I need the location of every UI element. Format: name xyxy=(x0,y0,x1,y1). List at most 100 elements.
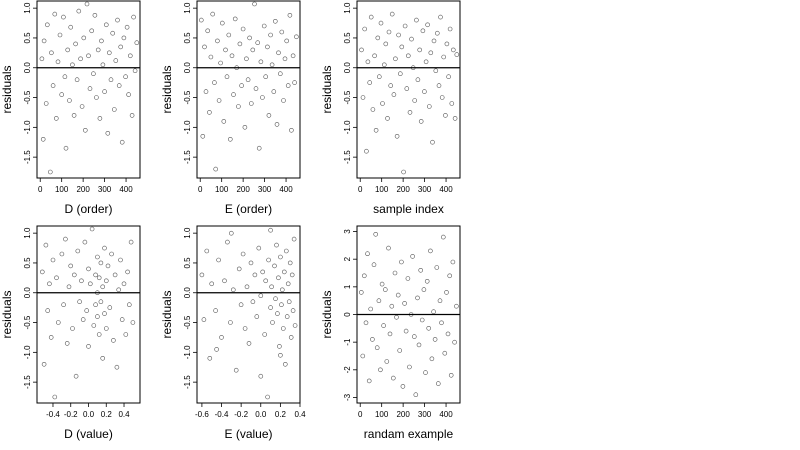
data-point xyxy=(124,24,130,30)
x-tick-label: 0.0 xyxy=(83,410,95,419)
data-point xyxy=(405,276,411,281)
data-points xyxy=(358,232,459,398)
data-point xyxy=(210,11,215,17)
data-point xyxy=(378,20,384,26)
data-point xyxy=(47,169,53,175)
y-tick-label: 0.0 xyxy=(183,287,192,299)
y-tick-label: 1.0 xyxy=(183,227,192,239)
data-point xyxy=(41,361,47,367)
data-point xyxy=(282,56,288,62)
data-point xyxy=(386,245,391,251)
data-point xyxy=(72,272,77,278)
x-tick-label: 200 xyxy=(236,185,250,194)
data-point xyxy=(231,92,236,97)
data-point xyxy=(290,53,296,59)
data-point xyxy=(420,28,426,34)
data-point xyxy=(249,101,254,106)
x-tick-label: 100 xyxy=(55,185,69,194)
data-point xyxy=(282,361,288,367)
data-point xyxy=(79,278,84,284)
y-axis-title: residuals xyxy=(0,290,14,338)
data-point xyxy=(48,335,54,340)
data-point xyxy=(279,287,285,293)
data-point xyxy=(202,44,207,50)
x-tick-label: 0.4 xyxy=(294,410,306,419)
data-point xyxy=(228,137,233,142)
x-tick-label: 400 xyxy=(279,185,293,194)
data-point xyxy=(44,22,50,28)
data-point xyxy=(292,80,297,85)
data-point xyxy=(212,80,217,85)
data-point xyxy=(43,101,49,106)
data-point xyxy=(207,110,212,115)
data-point xyxy=(86,344,91,349)
data-point xyxy=(432,337,438,342)
data-point xyxy=(83,128,88,133)
data-point xyxy=(430,139,435,145)
data-point xyxy=(284,314,290,319)
x-axis-title: sample index xyxy=(373,202,444,216)
data-point xyxy=(242,125,248,130)
data-point xyxy=(224,74,230,79)
y-axis-title: residuals xyxy=(0,65,14,113)
y-tick-label: -1.0 xyxy=(343,120,352,134)
data-point xyxy=(277,344,282,349)
data-point xyxy=(289,128,294,133)
data-point xyxy=(50,83,56,88)
data-point xyxy=(75,248,81,254)
data-point xyxy=(236,266,242,272)
data-point xyxy=(110,30,115,36)
data-point xyxy=(59,251,65,257)
data-point xyxy=(268,32,273,38)
data-point xyxy=(411,334,417,339)
data-point xyxy=(407,364,412,370)
data-point xyxy=(286,299,292,305)
data-point xyxy=(417,47,423,53)
data-point xyxy=(399,44,405,50)
data-point xyxy=(426,104,432,109)
data-point xyxy=(392,270,398,276)
data-point xyxy=(275,311,280,316)
data-point xyxy=(130,320,136,325)
data-point xyxy=(93,272,98,278)
data-point xyxy=(104,278,109,284)
data-point xyxy=(86,266,91,272)
data-point xyxy=(445,331,451,337)
x-tick-label: 200 xyxy=(396,185,410,194)
data-point xyxy=(362,26,368,32)
data-point xyxy=(402,23,408,29)
data-point xyxy=(292,323,298,328)
data-point xyxy=(54,275,59,281)
data-point xyxy=(394,134,400,139)
x-tick-label: 0 xyxy=(358,410,363,419)
data-point xyxy=(444,41,450,47)
data-point xyxy=(277,71,283,76)
data-point xyxy=(74,77,80,82)
y-tick-label: 0.5 xyxy=(183,32,192,44)
data-point xyxy=(112,272,118,278)
data-point xyxy=(439,95,445,100)
data-point xyxy=(258,373,264,379)
data-point xyxy=(59,92,65,97)
data-point xyxy=(363,320,369,326)
data-point xyxy=(285,281,291,287)
y-tick-label: -1.0 xyxy=(183,345,192,359)
y-tick-label: -0.5 xyxy=(183,90,192,104)
data-point xyxy=(61,302,66,308)
data-point xyxy=(418,119,424,124)
data-point xyxy=(381,323,386,328)
data-point xyxy=(414,17,419,23)
y-tick-label: -1.5 xyxy=(183,150,192,164)
y-tick-label: 0.5 xyxy=(23,257,32,269)
data-point xyxy=(87,86,93,91)
data-point xyxy=(61,14,66,20)
x-axis-title: E (value) xyxy=(224,427,272,441)
data-point xyxy=(89,226,95,232)
y-tick-label: 0.0 xyxy=(343,62,352,74)
data-point xyxy=(361,273,367,279)
data-point xyxy=(378,367,383,373)
data-point xyxy=(265,44,270,50)
data-point xyxy=(390,375,396,381)
data-point xyxy=(359,47,364,53)
data-point xyxy=(231,287,236,293)
